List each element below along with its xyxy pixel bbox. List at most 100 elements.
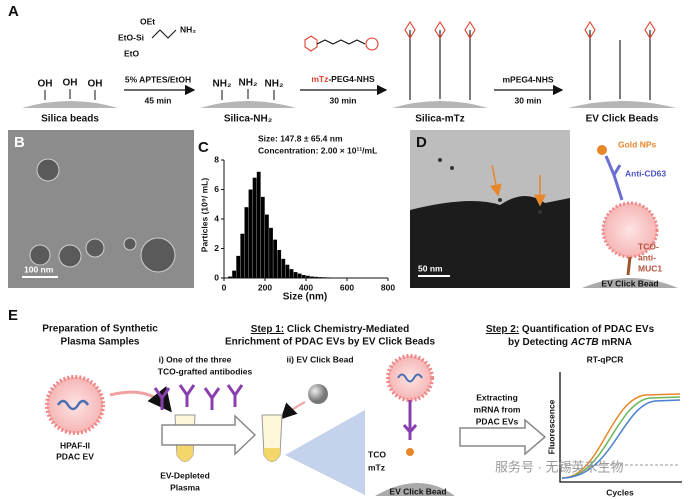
y-tick-label: 6 xyxy=(214,184,219,194)
bar xyxy=(269,227,273,278)
mrna xyxy=(397,373,423,383)
tem-vesicles xyxy=(29,158,176,273)
bar xyxy=(244,207,249,278)
scale-label: 50 nm xyxy=(418,263,443,273)
schematic-label: Gold NPs xyxy=(618,139,657,149)
chem-bond xyxy=(151,29,177,39)
x-tick-label: 800 xyxy=(381,282,395,292)
heading-part: mRNA xyxy=(599,337,632,348)
heading-part: Quantification of PDAC EVs xyxy=(519,324,654,335)
y-axis-label: Particles (10⁹/ mL) xyxy=(199,178,209,253)
panel-label: B xyxy=(14,134,25,151)
zoom-cone xyxy=(285,410,365,495)
ev xyxy=(386,354,434,402)
heading-part: Click Chemistry-Mediated xyxy=(284,324,409,335)
heading: by Detecting ACTB mRNA xyxy=(508,337,632,348)
bar xyxy=(281,258,286,278)
caption: EV Click Beads xyxy=(586,114,659,125)
bar xyxy=(248,189,253,278)
antibody xyxy=(626,256,632,276)
label: TCO xyxy=(368,449,386,459)
label: HPAF-II xyxy=(60,440,90,450)
label: TCO-grafted antibodies xyxy=(158,366,253,376)
label: EV-Depleted xyxy=(160,470,210,480)
reagent: mPEG4-NHS xyxy=(502,74,553,84)
label: mRNA from xyxy=(474,404,521,414)
chem-structure xyxy=(404,20,656,100)
time: 45 min xyxy=(145,95,172,105)
tem-bead xyxy=(410,195,570,288)
group: NH₂ xyxy=(213,79,232,90)
bar xyxy=(236,255,241,278)
heading-part: by Detecting xyxy=(508,337,571,348)
x-tick-label: 600 xyxy=(340,282,354,292)
arrow xyxy=(109,386,172,413)
bar xyxy=(285,264,290,278)
gold-particles xyxy=(438,158,542,214)
arrow xyxy=(490,164,546,207)
chem-label: EtO xyxy=(124,48,140,58)
y-tick-label: 2 xyxy=(214,243,219,253)
panel-label: D xyxy=(416,134,427,151)
time: 30 min xyxy=(515,95,542,105)
caption: Silica-NH₂ xyxy=(224,114,272,125)
arrow xyxy=(459,418,547,456)
panel-label: C xyxy=(198,139,209,156)
annotation: Concentration: 2.00 × 10¹¹/mL xyxy=(258,145,377,155)
label: Plasma xyxy=(170,482,200,492)
gold-np xyxy=(597,145,607,155)
bead xyxy=(375,483,455,496)
bead xyxy=(582,278,678,288)
mrna xyxy=(56,399,90,411)
bar xyxy=(265,214,269,278)
bar xyxy=(310,276,314,278)
label: Extracting xyxy=(476,392,518,402)
heading: Step 1: Click Chemistry-Mediated xyxy=(251,324,409,335)
group: NH₂ xyxy=(265,79,284,90)
beads xyxy=(22,101,676,108)
schematic-label: EV Click Bead xyxy=(601,278,658,288)
antibody xyxy=(604,155,624,201)
heading: Preparation of Synthetic xyxy=(42,324,158,335)
bar xyxy=(260,196,265,278)
bar xyxy=(256,171,261,278)
x-tick-label: 400 xyxy=(299,282,313,292)
ev xyxy=(601,201,659,259)
arrow xyxy=(280,401,306,420)
chem-label: OEt xyxy=(140,16,155,26)
panel-label: A xyxy=(8,3,19,20)
plasma xyxy=(264,448,280,462)
bar xyxy=(232,270,236,278)
bar xyxy=(293,272,298,278)
arrow xyxy=(161,414,257,456)
bar xyxy=(273,239,277,278)
axis-label: Fluorescence xyxy=(546,399,556,454)
label: mTz xyxy=(368,462,385,472)
bar xyxy=(252,177,257,278)
x-tick-label: 200 xyxy=(258,282,272,292)
histogram: 0 200 400 600 800 0 2 4 6 8 xyxy=(214,154,395,292)
bar xyxy=(289,269,294,278)
schematic-label: MUC1 xyxy=(638,263,662,273)
bar xyxy=(240,233,245,278)
bead xyxy=(308,384,328,404)
caption: Silica-mTz xyxy=(415,114,464,125)
heading-part: ACTB xyxy=(570,337,599,348)
chem-structure xyxy=(304,35,379,52)
linker xyxy=(406,448,414,456)
watermark: 服务号 · 无锡英禾生物 xyxy=(495,459,624,474)
annotation: Size: 147.8 ± 65.4 nm xyxy=(258,133,343,143)
chem-label: NH₂ xyxy=(180,24,196,34)
schematic-label: Anti-CD63 xyxy=(625,168,666,178)
bar xyxy=(314,276,318,278)
time: 30 min xyxy=(330,95,357,105)
label: i) One of the three xyxy=(159,354,232,364)
reagent: mTz-PEG4-NHS xyxy=(311,74,375,84)
group: OH xyxy=(63,78,78,89)
bar xyxy=(228,276,232,278)
label: PDAC EVs xyxy=(476,416,519,426)
reagent: 5% APTES/EtOH xyxy=(125,74,191,84)
label: PDAC EV xyxy=(56,451,94,461)
antibodies xyxy=(153,384,244,410)
